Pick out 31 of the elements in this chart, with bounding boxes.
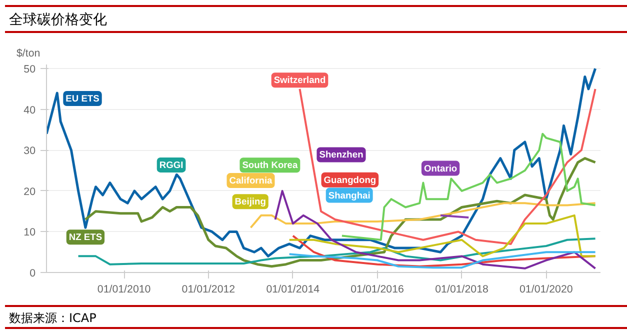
series-label: Switzerland	[274, 75, 326, 86]
x-tick-label: 01/01/2018	[435, 284, 489, 296]
text: Shanghai	[328, 190, 370, 200]
line-series	[288, 251, 596, 269]
line-series	[292, 234, 596, 268]
chart-title: 全球碳价格变化	[9, 11, 107, 30]
text: California	[229, 176, 274, 186]
y-tick-label: 10	[24, 226, 36, 239]
source-note: 数据来源：ICAP	[9, 310, 96, 327]
x-tick-label: 01/01/2010	[97, 284, 151, 296]
y-tick-label: 20	[24, 186, 36, 198]
line-series	[46, 67, 597, 258]
x-tick-label: 01/01/2020	[520, 284, 573, 296]
text: RGGI	[159, 160, 184, 170]
line-series	[288, 214, 596, 258]
text: Shenzhen	[319, 150, 364, 160]
y-tick-label: 0	[30, 268, 36, 280]
x-tick-label: 01/01/2012	[182, 284, 236, 296]
series-label: EU ETS	[66, 94, 100, 104]
line-series	[274, 190, 596, 270]
text: Ontario	[424, 163, 458, 174]
text: Beijing	[234, 196, 266, 207]
x-tick-label: 01/01/2014	[266, 284, 320, 296]
y-axis-title: $/ton	[16, 48, 40, 60]
text: South Korea	[242, 160, 298, 170]
y-tick-label: 40	[24, 104, 36, 116]
y-tick-label: 30	[24, 145, 36, 158]
series-label: NZ ETS	[68, 232, 102, 242]
y-tick-label: 50	[24, 64, 36, 76]
text: Guangdong	[324, 174, 376, 185]
x-tick-label: 01/01/2016	[350, 284, 404, 296]
